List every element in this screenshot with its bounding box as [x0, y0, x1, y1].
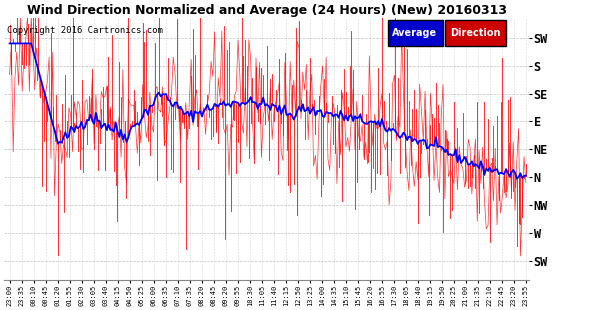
FancyBboxPatch shape — [388, 20, 443, 46]
Text: Average: Average — [392, 28, 437, 38]
FancyBboxPatch shape — [445, 20, 506, 46]
Title: Wind Direction Normalized and Average (24 Hours) (New) 20160313: Wind Direction Normalized and Average (2… — [27, 4, 507, 17]
Text: Copyright 2016 Cartronics.com: Copyright 2016 Cartronics.com — [7, 26, 163, 35]
Text: Direction: Direction — [450, 28, 500, 38]
